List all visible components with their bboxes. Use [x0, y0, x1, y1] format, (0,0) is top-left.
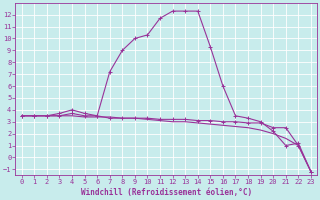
- X-axis label: Windchill (Refroidissement éolien,°C): Windchill (Refroidissement éolien,°C): [81, 188, 252, 197]
